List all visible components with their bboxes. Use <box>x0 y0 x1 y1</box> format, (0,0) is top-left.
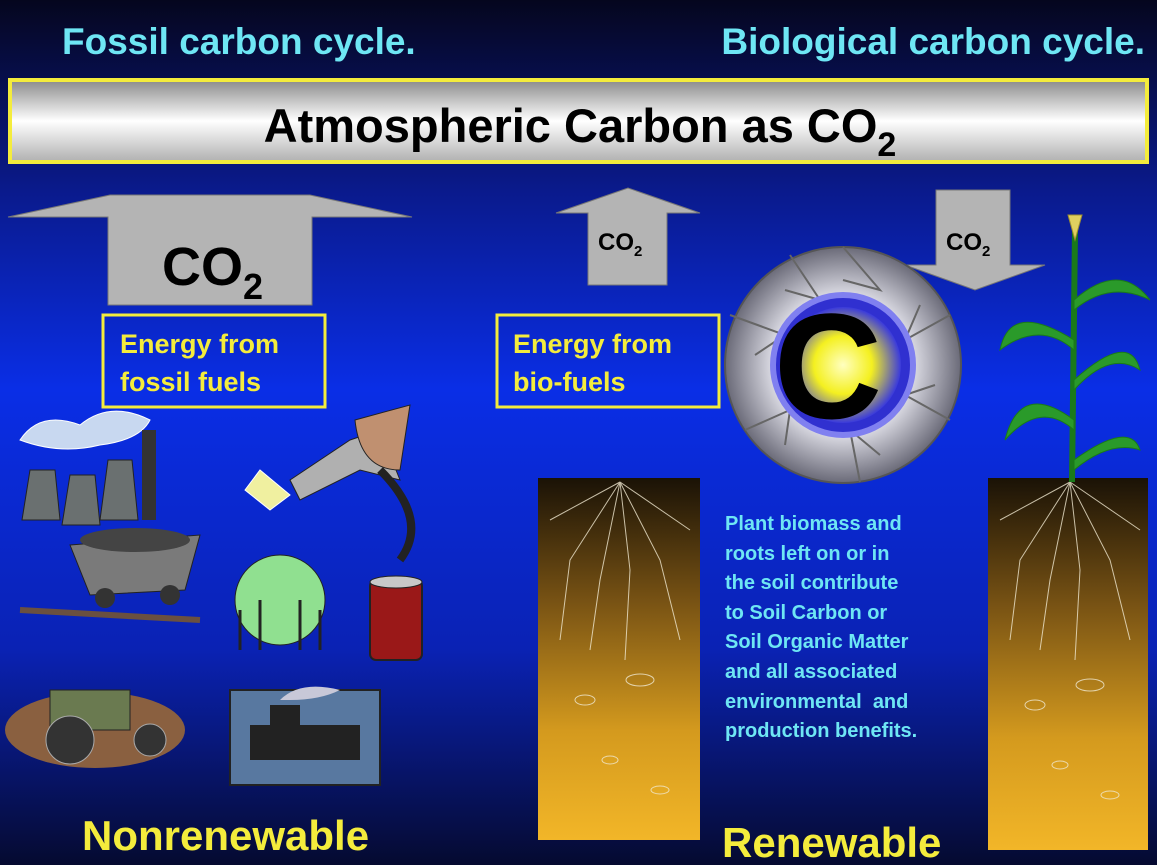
soil-column-left <box>538 478 700 840</box>
arrow-text: CO <box>162 237 243 297</box>
arrow-subscript: 2 <box>634 243 642 260</box>
box-line: Energy from <box>120 329 279 359</box>
note-line: Plant biomass and <box>725 513 902 535</box>
note-line: environmental and <box>725 691 908 713</box>
arrow-subscript: 2 <box>243 266 263 307</box>
slide: Fossil carbon cycle. Biological carbon c… <box>0 0 1157 865</box>
box-line: bio-fuels <box>513 367 626 397</box>
note-line: to Soil Carbon or <box>725 602 887 624</box>
note-line: Soil Organic Matter <box>725 631 909 653</box>
note-line: the soil contribute <box>725 572 898 594</box>
note-line: production benefits. <box>725 720 917 742</box>
box-line: fossil fuels <box>120 367 261 397</box>
arrow-subscript: 2 <box>982 243 990 260</box>
banner-subscript: 2 <box>877 126 896 164</box>
arrow-text: CO <box>598 229 634 256</box>
arrow-text: CO <box>946 229 982 256</box>
box-line: Energy from <box>513 329 672 359</box>
header-left: Fossil carbon cycle. <box>62 21 416 62</box>
note-line: and all associated <box>725 661 897 683</box>
cycle-label: C <box>774 282 882 450</box>
header-right: Biological carbon cycle. <box>721 21 1145 62</box>
note-line: roots left on or in <box>725 543 889 565</box>
page: Fossil carbon cycle. Biological carbon c… <box>0 0 1157 865</box>
footer-left: Nonrenewable <box>82 812 369 859</box>
soil-column-right <box>988 478 1148 850</box>
carbon-cycle: C <box>725 247 961 483</box>
banner-text: Atmospheric Carbon as CO <box>264 99 878 152</box>
footer-right: Renewable <box>722 819 941 865</box>
